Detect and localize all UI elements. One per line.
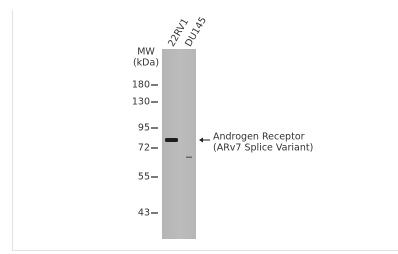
- mw-label: 180: [132, 80, 150, 91]
- faint-band: [186, 157, 192, 159]
- mw-label: 43: [138, 208, 150, 219]
- mw-title: MW: [137, 47, 155, 58]
- mw-label: 72: [138, 143, 150, 154]
- gel-strip: [162, 49, 196, 239]
- mw-unit: (kDa): [133, 58, 159, 69]
- mw-label: 130: [132, 97, 150, 108]
- annotation-line: (ARv7 Splice Variant): [213, 143, 313, 154]
- annotation-line: Androgen Receptor: [213, 132, 305, 143]
- band: [165, 138, 178, 142]
- mw-label: 95: [138, 123, 150, 134]
- blot-figure: 22RV1DU145 MW (kDa) 18013095725543 Andro…: [0, 0, 398, 254]
- mw-label: 55: [138, 172, 150, 183]
- background: [0, 0, 398, 254]
